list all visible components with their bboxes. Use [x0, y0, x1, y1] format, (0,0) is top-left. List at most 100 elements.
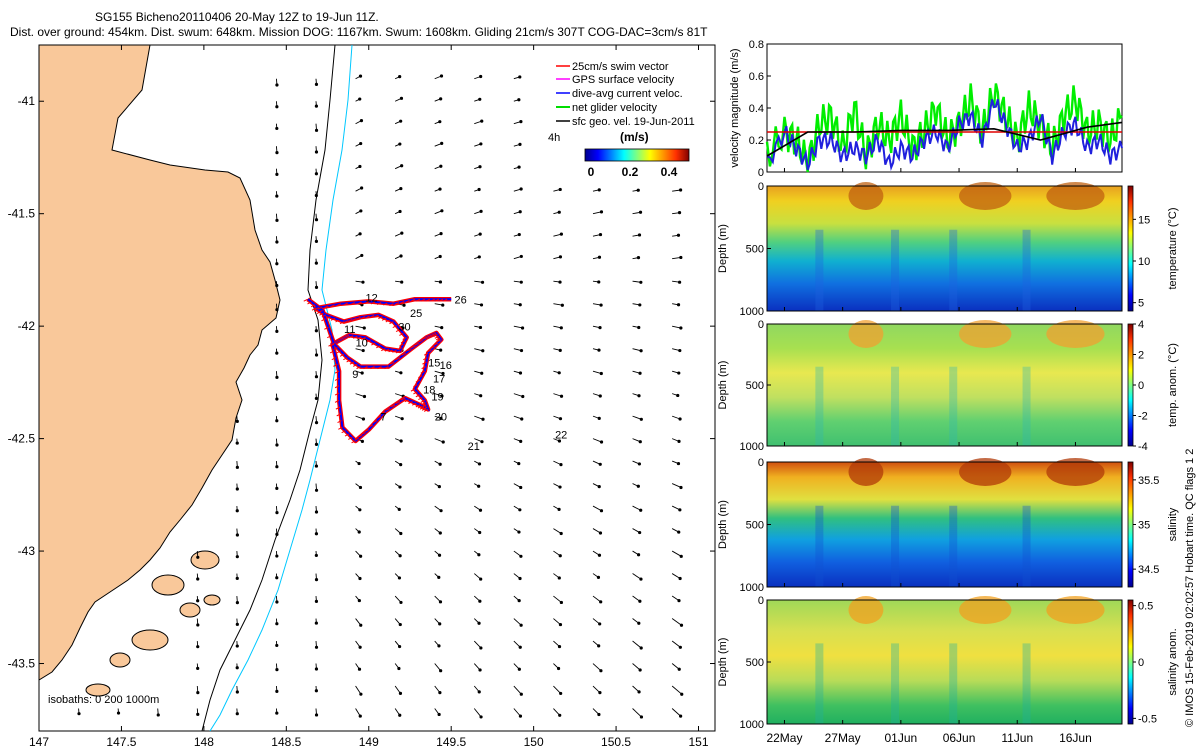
swim-vector — [334, 377, 340, 381]
current-vector — [394, 415, 404, 421]
legend-label-geo: sfc geo. vel. 19-Jun-2011 — [572, 116, 695, 128]
current-vector — [434, 370, 445, 376]
current-vector — [235, 596, 240, 605]
current-vector — [434, 348, 443, 352]
swim-vector — [402, 336, 407, 340]
swim-vector — [376, 345, 381, 349]
swim-vector — [437, 339, 442, 343]
current-vector — [355, 528, 361, 534]
swim-vector — [310, 304, 316, 308]
current-vector — [355, 685, 363, 696]
current-vector — [394, 708, 402, 717]
current-vector — [355, 97, 362, 102]
current-vector — [592, 505, 604, 513]
colorbar-tick-label: 0 — [1138, 657, 1144, 669]
velocity-ytick-label: 0 — [758, 167, 764, 179]
current-vector — [632, 618, 641, 625]
swim-vector — [423, 352, 429, 356]
depth-axis-label: Depth (m) — [717, 500, 729, 549]
colorbar-tick-label: 10 — [1138, 256, 1150, 268]
current-vector — [513, 348, 524, 353]
current-vector — [553, 325, 563, 330]
current-vector — [434, 187, 442, 192]
current-vector — [314, 528, 319, 536]
swim-vector — [328, 343, 333, 347]
current-vector — [592, 348, 601, 352]
swim-vector — [314, 309, 319, 313]
current-vector — [513, 640, 522, 649]
swim-vector — [434, 298, 440, 302]
current-vector — [355, 164, 362, 170]
current-vector — [156, 708, 160, 717]
current-vector — [116, 708, 121, 715]
current-vector — [275, 573, 279, 580]
depth-tick-label: 0 — [758, 319, 764, 331]
swim-vector — [351, 440, 356, 444]
map-xtick-label: 150.5 — [601, 735, 631, 749]
colorbar-tick-0: 0 — [588, 165, 595, 179]
island-3 — [131, 629, 169, 651]
depth-tick-label: 1000 — [740, 582, 764, 594]
current-vector — [632, 280, 643, 284]
current-vector — [553, 595, 563, 605]
swim-vector — [343, 320, 349, 323]
surface-anomaly — [959, 458, 1012, 486]
depth-tick-label: 500 — [746, 380, 764, 392]
current-vector — [394, 142, 402, 147]
current-vector — [275, 78, 279, 87]
current-vector — [473, 640, 483, 650]
swim-vector — [335, 406, 341, 410]
swim-vector — [423, 357, 428, 361]
current-vector — [314, 393, 318, 401]
current-vector — [632, 303, 642, 307]
swim-vector — [354, 437, 360, 441]
swim-vector — [357, 301, 362, 305]
swim-vector — [410, 388, 416, 392]
isobath-1000m — [209, 44, 353, 732]
velocity-ylabel: velocity magnitude (m/s) — [729, 48, 741, 167]
map-xtick-label: 147 — [29, 735, 49, 749]
current-vector — [434, 438, 445, 444]
current-vector — [434, 209, 444, 215]
swim-vector — [343, 302, 348, 306]
current-vector — [196, 596, 200, 603]
swim-vector — [389, 321, 394, 325]
map-legend: 25cm/s swim vector GPS surface velocity … — [556, 61, 695, 128]
section-temp_anom: 0 500 1000 Depth (m) -4 -2 0 2 4 temp. anom. (°C) — [717, 319, 1179, 453]
swim-vector — [397, 347, 402, 350]
current-vector — [355, 640, 362, 649]
swim-vector — [388, 349, 393, 353]
current-vector — [434, 164, 443, 170]
swim-vector — [307, 301, 312, 305]
colorbar-label: salinity — [1167, 507, 1179, 541]
swim-vector — [352, 363, 358, 367]
current-vector — [672, 348, 682, 353]
current-vector — [513, 165, 521, 170]
current-vector — [553, 460, 563, 467]
current-vector — [513, 303, 522, 307]
colorbar-tick-label: 4 — [1138, 319, 1144, 331]
current-vector — [275, 506, 279, 515]
current-vector — [235, 416, 239, 423]
section-salinity: 0 500 1000 Depth (m) 34.5 35 35.5 salinity — [717, 457, 1179, 594]
swim-vector — [321, 314, 327, 318]
current-vector — [592, 573, 601, 579]
current-vector — [275, 236, 279, 244]
current-vector — [355, 209, 363, 215]
current-vector — [513, 595, 521, 603]
current-vector — [355, 253, 364, 260]
swim-vector — [370, 301, 376, 305]
island-6 — [203, 594, 221, 606]
legend-label-swim: 25cm/s swim vector — [572, 61, 669, 73]
island-1 — [190, 550, 220, 570]
swim-vector — [415, 298, 421, 302]
current-vector — [235, 618, 239, 626]
current-vector — [434, 573, 441, 579]
swim-vector — [420, 298, 426, 302]
current-vector — [592, 528, 603, 535]
current-vector — [355, 483, 363, 490]
current-vector — [275, 663, 279, 672]
current-vector — [275, 528, 279, 536]
current-vector — [314, 685, 318, 693]
